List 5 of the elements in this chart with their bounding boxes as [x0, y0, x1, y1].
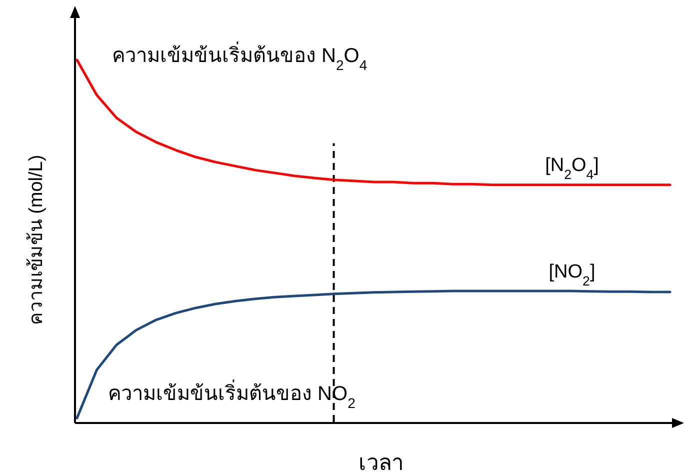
y-axis-title: ความเข้มข้น (mol/L)	[26, 154, 47, 326]
annotation: ความเข้มข้นเริ่มต้นของ N$_{2}$O$_{4}$	[112, 41, 368, 73]
series-label: [NO$_{2}$]	[548, 261, 596, 288]
series-label: [N$_{2}$O$_{4}$]	[545, 154, 599, 182]
x-axis-title: เวลา	[358, 450, 404, 474]
